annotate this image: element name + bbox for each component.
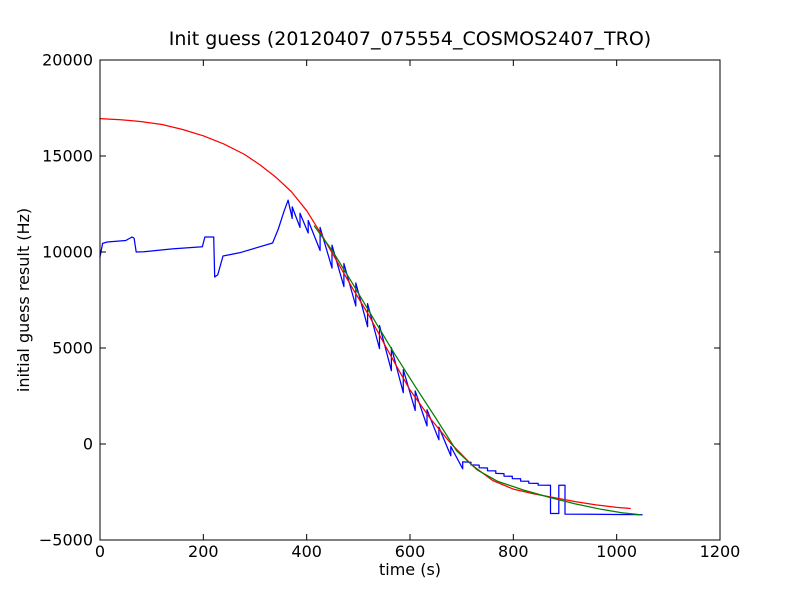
- plot-border: [99, 59, 721, 541]
- x-tick-label: 600: [395, 542, 426, 561]
- blue-data-trace-line: [99, 199, 643, 516]
- y-tick-label: 0: [83, 435, 93, 454]
- axes-ticks: 0 200 400 600 800 1000 1200−500005000100001500…: [39, 51, 740, 562]
- y-axis-label: initial guess result (Hz): [14, 208, 33, 392]
- y-tick-label: −5000: [39, 531, 93, 550]
- y-tick-label: 20000: [42, 51, 93, 70]
- x-axis-label: time (s): [379, 560, 441, 579]
- chart-title: Init guess (20120407_075554_COSMOS2407_T…: [169, 28, 651, 50]
- x-tick-label: 0: [95, 542, 105, 561]
- y-tick-label: 5000: [52, 339, 93, 358]
- x-tick-label: 400: [291, 542, 322, 561]
- x-tick-label: 200: [188, 542, 219, 561]
- y-tick-label: 10000: [42, 243, 93, 262]
- y-tick-label: 15000: [42, 147, 93, 166]
- plot-series: [99, 117, 643, 516]
- x-tick-label: 800: [498, 542, 529, 561]
- green-model-curve-line: [313, 225, 641, 516]
- x-tick-label: 1000: [596, 542, 637, 561]
- x-tick-label: 1200: [700, 542, 741, 561]
